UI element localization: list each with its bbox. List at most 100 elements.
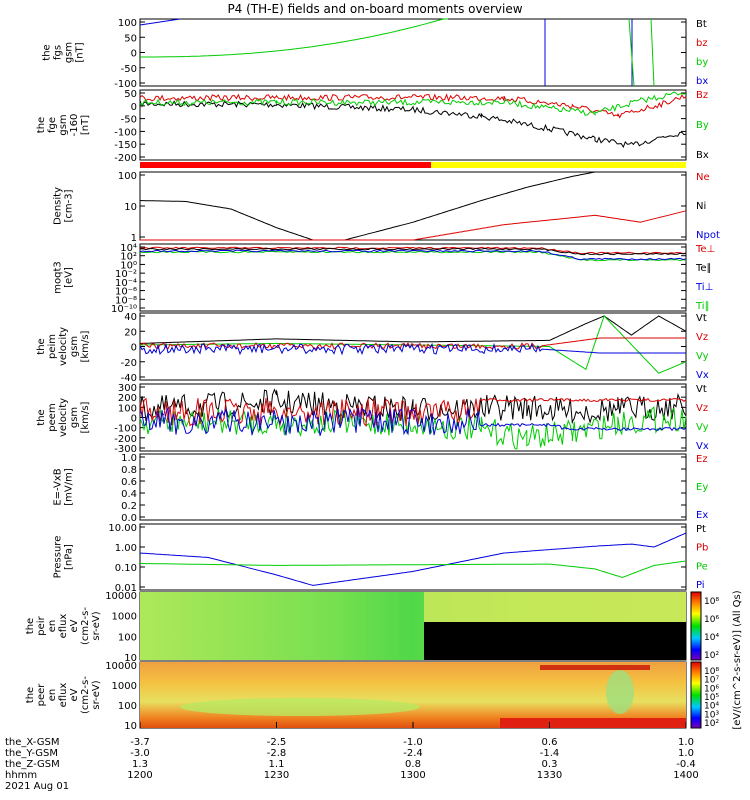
spectrogram-electron-high xyxy=(540,665,650,670)
y-tick-label: 0 xyxy=(131,102,137,113)
y-axis-label: sr-eV) xyxy=(91,611,102,640)
y-axis-label: E=-VxB xyxy=(53,468,64,505)
x-tick-label: 1.3 xyxy=(132,759,148,770)
spectrogram-electron-feature xyxy=(606,670,634,714)
y-tick-label: 100 xyxy=(118,632,137,643)
panel-frame xyxy=(139,243,687,312)
y-tick-label: 40 xyxy=(124,312,137,323)
y-tick-label: 0.0 xyxy=(121,513,137,524)
y-axis-label: eflux xyxy=(58,614,69,639)
y-tick-label: 1.00 xyxy=(115,543,137,554)
legend-bt: Bt xyxy=(696,19,707,30)
y-tick-label: 200 xyxy=(118,393,137,404)
colorbar-label: [eV/(cm^2-s-sr-eV)] (All Qs) xyxy=(732,590,743,729)
legend-pt: Pt xyxy=(696,524,706,535)
y-axis-label: [nT] xyxy=(80,115,91,135)
x-row-label: hhmm xyxy=(5,770,37,781)
x-tick-label: 1200 xyxy=(127,770,152,781)
y-axis-label: the xyxy=(36,117,47,133)
legend-ne: Ne xyxy=(696,172,710,183)
figure-title: P4 (TH-E) fields and on-board moments ov… xyxy=(227,2,522,16)
y-axis-label: [nT] xyxy=(75,42,86,62)
y-tick-label: 1000 xyxy=(112,612,137,623)
y-tick-label: -100 xyxy=(114,424,137,435)
y-tick-label: 0.4 xyxy=(121,489,137,500)
y-axis-label: (cm2-s- xyxy=(80,607,91,645)
y-tick-label: 10 xyxy=(124,202,137,213)
y-tick-label: 10² xyxy=(120,252,137,263)
y-axis-label: en xyxy=(47,620,58,633)
mode-bar-slow xyxy=(431,162,686,168)
legend-vy: Vy xyxy=(696,351,709,362)
spectrogram-electron-low xyxy=(500,718,686,728)
y-tick-label: 1.0 xyxy=(121,453,137,464)
x-tick-label: -2.8 xyxy=(267,748,287,759)
y-tick-label: -200 xyxy=(114,153,137,164)
colorbar-electron-tick: 10³ xyxy=(704,710,719,720)
y-tick-label: -200 xyxy=(114,434,137,445)
legend-vt: Vt xyxy=(696,313,707,324)
spectrogram-ion-empty xyxy=(424,622,686,660)
y-tick-label: 10.00 xyxy=(108,523,137,534)
y-tick-label: -300 xyxy=(114,444,137,455)
y-tick-label: 300 xyxy=(118,383,137,394)
y-axis-label: gsm xyxy=(58,114,69,135)
y-axis-label: eflux xyxy=(58,683,69,708)
colorbar-electron-tick: 10⁸ xyxy=(704,667,719,677)
y-tick-label: 100 xyxy=(118,701,137,712)
legend-by: By xyxy=(696,120,709,131)
colorbar-ion-tick: 10² xyxy=(704,651,719,661)
series-peim-velocity-vt xyxy=(140,315,687,344)
y-axis-label: peer xyxy=(36,683,47,707)
y-axis-label: [eV] xyxy=(64,267,75,288)
legend-vx: Vx xyxy=(696,370,709,381)
legend-vz: Vz xyxy=(696,332,708,343)
colorbar-electron xyxy=(690,661,702,729)
y-tick-label: -100 xyxy=(114,127,137,138)
y-tick-label: 1000 xyxy=(112,681,137,692)
y-axis-label: (cm2-s- xyxy=(80,676,91,714)
legend-vz: Vz xyxy=(696,403,708,414)
panel-3: 100 10 1 Density [cm-3] Ne Ni Npot xyxy=(53,171,720,244)
y-tick-label: 0 xyxy=(131,414,137,425)
panel-1: 100 50 0 -50 -100 the fgs gsm [nT] Bt bz by bx xyxy=(42,18,709,90)
x-tick-label: 1300 xyxy=(400,770,425,781)
y-tick-label: 50 xyxy=(124,89,137,100)
y-tick-label: 20 xyxy=(124,327,137,338)
y-tick-label: 10⁻² xyxy=(115,269,137,280)
legend-ti∥: Ti∥ xyxy=(695,301,710,312)
panel-frame xyxy=(139,171,687,241)
series-pressure-pe xyxy=(140,560,687,579)
panel-frame xyxy=(139,453,687,521)
legend-ex: Ex xyxy=(696,510,708,521)
x-tick-label: -3.0 xyxy=(130,748,150,759)
x-date: 2021 Aug 01 xyxy=(5,781,69,792)
x-tick-label: 0.8 xyxy=(405,759,421,770)
y-tick-label: 10000 xyxy=(105,591,137,602)
y-axis-label: eV xyxy=(69,619,80,632)
x-tick-label: -2.5 xyxy=(267,737,287,748)
panel-7: 1.00.80.60.40.20.0 E=-VxB [mV/m] Ez Ey Ex xyxy=(53,453,709,524)
y-axis-label: gsm xyxy=(64,42,75,63)
y-tick-label: 10⁻¹⁰ xyxy=(111,304,137,315)
y-tick-label: 0 xyxy=(131,49,137,60)
y-axis-label: [mV/m] xyxy=(64,468,75,506)
y-tick-label: 10⁻⁴ xyxy=(115,278,137,289)
y-tick-label: 100 xyxy=(118,171,137,182)
y-tick-label: 10 xyxy=(124,721,137,732)
y-tick-label: 0.10 xyxy=(115,563,137,574)
y-axis-label: the xyxy=(25,618,36,634)
series-fge-bx xyxy=(139,100,687,149)
series-density-ni xyxy=(139,171,596,241)
panel-frame xyxy=(139,523,687,591)
y-axis-label: peir xyxy=(36,615,47,635)
panel-frame xyxy=(139,89,687,161)
colorbar-electron-tick: 10⁷ xyxy=(704,676,719,686)
y-axis-label: peem xyxy=(47,403,58,431)
colorbar-ion xyxy=(690,591,702,661)
legend-ez: Ez xyxy=(696,454,708,465)
spectrogram-ion-band xyxy=(424,592,686,622)
